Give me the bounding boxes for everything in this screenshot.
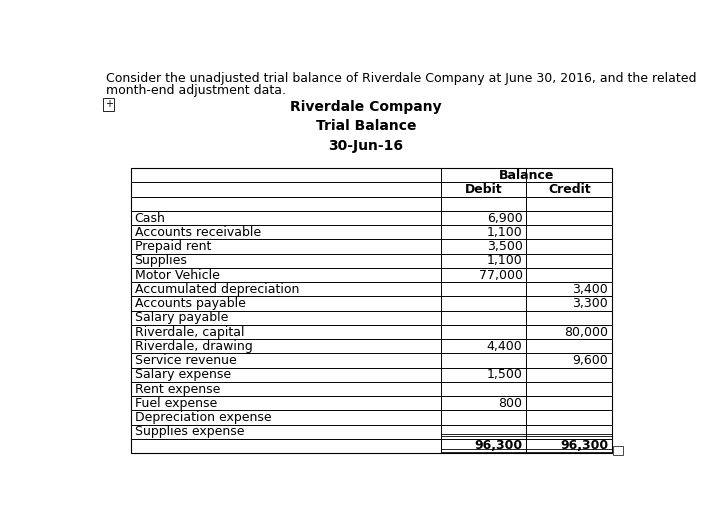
Text: Depreciation expense: Depreciation expense	[135, 411, 271, 424]
Text: 96,300: 96,300	[560, 440, 608, 453]
Text: +: +	[105, 99, 113, 109]
Text: 6,900: 6,900	[487, 212, 523, 225]
Text: Trial Balance: Trial Balance	[316, 119, 416, 133]
Text: Salary expense: Salary expense	[135, 368, 231, 381]
Text: 3,500: 3,500	[487, 240, 523, 253]
Text: Credit: Credit	[548, 183, 590, 196]
Text: 1,100: 1,100	[487, 226, 523, 239]
Text: 4,400: 4,400	[487, 340, 523, 353]
Text: Accounts payable: Accounts payable	[135, 297, 246, 310]
Text: 9,600: 9,600	[573, 354, 608, 367]
Text: Accumulated depreciation: Accumulated depreciation	[135, 283, 299, 296]
Text: Consider the unadjusted trial balance of Riverdale Company at June 30, 2016, and: Consider the unadjusted trial balance of…	[106, 72, 696, 85]
Text: Salary payable: Salary payable	[135, 311, 228, 324]
Text: Riverdale, capital: Riverdale, capital	[135, 325, 244, 338]
Text: Supplies: Supplies	[135, 254, 188, 267]
Text: Fuel expense: Fuel expense	[135, 397, 217, 410]
Text: 1,500: 1,500	[487, 368, 523, 381]
Text: Rent expense: Rent expense	[135, 383, 220, 395]
Text: 3,300: 3,300	[573, 297, 608, 310]
Text: Riverdale Company: Riverdale Company	[290, 100, 442, 114]
Text: Accounts receivable: Accounts receivable	[135, 226, 261, 239]
Text: 96,300: 96,300	[474, 440, 523, 453]
Text: Supplies expense: Supplies expense	[135, 425, 244, 438]
Text: Prepaid rent: Prepaid rent	[135, 240, 211, 253]
Text: Riverdale, drawing: Riverdale, drawing	[135, 340, 252, 353]
Text: Debit: Debit	[465, 183, 503, 196]
Text: 800: 800	[498, 397, 523, 410]
Text: Service revenue: Service revenue	[135, 354, 236, 367]
Text: 1,100: 1,100	[487, 254, 523, 267]
Text: 3,400: 3,400	[573, 283, 608, 296]
Text: 80,000: 80,000	[564, 325, 608, 338]
Bar	[613, 446, 623, 455]
Text: Cash: Cash	[135, 212, 166, 225]
Text: month-end adjustment data.: month-end adjustment data.	[106, 84, 286, 97]
Text: 77,000: 77,000	[478, 268, 523, 281]
Text: Balance: Balance	[498, 169, 554, 182]
Text: Motor Vehicle: Motor Vehicle	[135, 268, 219, 281]
Text: 30-Jun-16: 30-Jun-16	[328, 139, 403, 153]
